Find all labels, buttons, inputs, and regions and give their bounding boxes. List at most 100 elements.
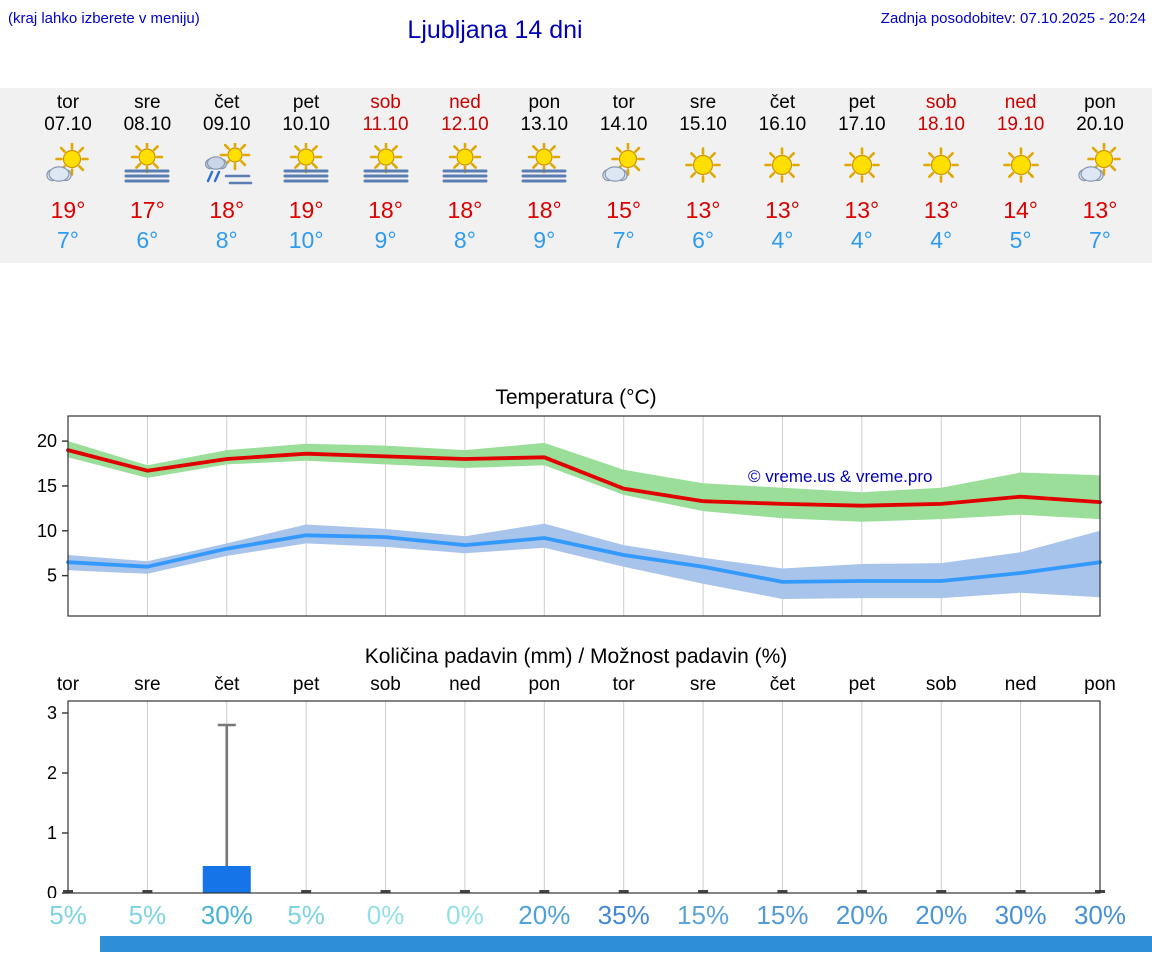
- day-name: sob: [370, 92, 401, 113]
- sun-fog-icon: [343, 140, 429, 189]
- sun-icon: [739, 143, 825, 189]
- day-date: 11.10: [362, 114, 409, 135]
- precip-probabilities: 5% 5% 30% 5% 0% 0% 20% 35% 15% 15% 20% 20% 30% 30%: [0, 900, 1152, 932]
- day-date: 18.10: [917, 114, 965, 135]
- bottom-scrollbar[interactable]: [100, 936, 1152, 952]
- precip-probability: 5%: [287, 900, 325, 930]
- day-low-temp: 7°: [612, 227, 635, 253]
- max-range-band: [68, 441, 1100, 522]
- forecast-day-column: tor 07.10 19° 7°: [25, 88, 111, 254]
- day-low-temp: 4°: [850, 227, 873, 253]
- precip-day-label: sre: [689, 674, 717, 695]
- precip-day-label: pet: [848, 674, 876, 695]
- sun-fog-icon: [104, 140, 190, 189]
- svg-text:3: 3: [47, 703, 57, 723]
- precip-probability: 30%: [1073, 900, 1127, 930]
- forecast-day-column: čet 09.10 18° 8°: [184, 88, 270, 254]
- precip-probability: 5%: [128, 900, 167, 930]
- sun-cloud-icon: [581, 142, 667, 189]
- day-high-temp: 14°: [1003, 197, 1038, 223]
- day-high-temp: 13°: [844, 197, 880, 223]
- day-low-temp: 7°: [57, 227, 79, 253]
- day-high-temp: 18°: [526, 197, 562, 223]
- precip-chart-title: Količina padavin (mm) / Možnost padavin …: [364, 645, 788, 668]
- precip-probability: 20%: [835, 900, 888, 930]
- sun-rain-icon: [184, 139, 270, 189]
- day-name: sre: [134, 92, 161, 113]
- svg-text:2: 2: [47, 763, 57, 783]
- day-date: 19.10: [996, 114, 1045, 135]
- sun-icon: [978, 143, 1064, 189]
- precip-probability: 35%: [597, 900, 650, 930]
- sun-fog-icon: [422, 140, 508, 189]
- sun-icon: [660, 143, 746, 189]
- precip-day-label: pon: [1084, 674, 1116, 695]
- sun-fog-icon: [263, 140, 349, 189]
- day-low-temp: 6°: [136, 227, 159, 253]
- precip-day-label: ned: [449, 674, 481, 695]
- day-name: sre: [689, 92, 717, 113]
- sun-icon: [898, 143, 984, 189]
- forecast-day-column: čet 16.10 13° 4°: [739, 88, 825, 254]
- forecast-day-column: ned 19.10 14° 5°: [978, 88, 1064, 254]
- day-low-temp: 4°: [930, 227, 953, 253]
- day-date: 08.10: [123, 114, 172, 135]
- svg-text:0: 0: [47, 883, 57, 898]
- precip-day-label: sre: [134, 674, 161, 695]
- day-date: 07.10: [44, 114, 92, 135]
- precip-day-label: sob: [370, 674, 401, 695]
- forecast-day-column: sob 11.10 18° 9°: [343, 88, 429, 254]
- svg-text:5: 5: [47, 566, 57, 586]
- day-name: sob: [925, 92, 957, 113]
- precip-probability: 15%: [756, 900, 809, 930]
- precip-probability: 20%: [518, 900, 571, 930]
- forecast-day-column: pon 13.10 18° 9°: [501, 88, 587, 254]
- day-date: 14.10: [599, 114, 648, 135]
- forecast-day-column: pon 20.10 13° 7°: [1057, 88, 1143, 254]
- day-name: pon: [528, 92, 561, 113]
- day-low-temp: 9°: [533, 227, 556, 253]
- precip-bar: [202, 866, 251, 893]
- day-high-temp: 18°: [368, 197, 403, 223]
- page-title: Ljubljana 14 dni: [407, 16, 583, 44]
- precip-probability: 0%: [446, 900, 484, 930]
- day-name: pet: [848, 92, 876, 113]
- day-name: pon: [1084, 92, 1116, 113]
- min-range-band: [68, 523, 1100, 599]
- sun-icon: [819, 143, 905, 189]
- day-high-temp: 13°: [685, 197, 721, 223]
- precip-probability: 20%: [915, 900, 968, 930]
- forecast-strip: tor 07.10 19° 7° sre 08.10 17° 6° čet 09.10 18°…: [0, 88, 1152, 263]
- day-high-temp: 13°: [1082, 197, 1118, 223]
- day-high-temp: 19°: [50, 197, 86, 223]
- day-date: 16.10: [758, 114, 807, 135]
- day-name: ned: [1004, 92, 1037, 113]
- svg-text:20: 20: [37, 431, 57, 451]
- max-temp-line: [66, 448, 1102, 508]
- precip-day-label: ned: [1004, 674, 1037, 695]
- sun-cloud-icon: [25, 142, 111, 189]
- precip-day-label: pon: [528, 674, 561, 695]
- precip-probability: 0%: [366, 900, 405, 930]
- forecast-day-column: sre 15.10 13° 6°: [660, 88, 746, 254]
- day-high-temp: 18°: [447, 197, 483, 223]
- precip-day-label: tor: [56, 674, 80, 695]
- forecast-day-column: pet 17.10 13° 4°: [819, 88, 905, 254]
- day-high-temp: 15°: [606, 197, 642, 223]
- day-high-temp: 13°: [765, 197, 800, 223]
- forecast-day-column: sre 08.10 17° 6°: [104, 88, 190, 254]
- day-name: čet: [769, 92, 796, 113]
- day-high-temp: 17°: [129, 197, 165, 223]
- day-low-temp: 9°: [374, 227, 397, 253]
- svg-text:10: 10: [37, 521, 57, 541]
- day-low-temp: 10°: [288, 227, 324, 253]
- precip-day-label: čet: [214, 674, 240, 695]
- day-name: ned: [449, 92, 481, 113]
- day-date: 09.10: [202, 114, 251, 135]
- forecast-day-column: sob 18.10 13° 4°: [898, 88, 984, 254]
- day-name: tor: [612, 92, 635, 113]
- day-name: tor: [56, 92, 80, 113]
- precip-probability: 30%: [994, 900, 1047, 930]
- day-date: 10.10: [282, 114, 330, 135]
- sun-cloud-icon: [1057, 142, 1143, 189]
